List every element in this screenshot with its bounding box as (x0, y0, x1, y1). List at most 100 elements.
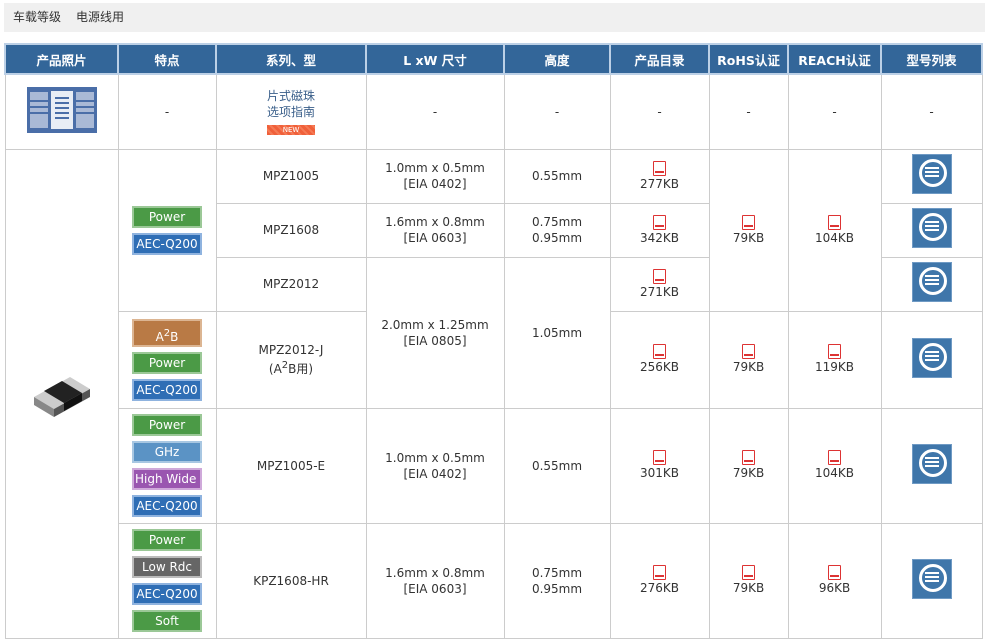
pdf-icon[interactable] (742, 214, 755, 230)
document-guide-icon[interactable] (26, 86, 97, 133)
file-size: 104KB (814, 466, 854, 480)
tag-ghz: GHz (132, 441, 202, 463)
dash: - (503, 73, 611, 150)
breadcrumb: 车载等级 电源线用 (4, 3, 985, 32)
pdf-icon[interactable] (828, 214, 841, 230)
lineup-cell[interactable] (880, 310, 983, 409)
size-value: 1.6mm x 0.8mm (385, 215, 485, 229)
pdf-icon[interactable] (653, 344, 666, 359)
lineup-search-icon[interactable] (911, 443, 952, 484)
lineup-search-icon[interactable] (911, 262, 952, 302)
eia-code: [EIA 0402] (403, 466, 467, 481)
pdf-icon[interactable] (828, 344, 841, 359)
pdf-icon[interactable] (653, 214, 666, 230)
pdf-icon[interactable] (828, 450, 841, 465)
product-photo (4, 148, 119, 639)
pdf-icon[interactable] (653, 565, 666, 580)
file-size: 119KB (814, 360, 854, 374)
table-row: - 片式磁珠 选项指南 NEW - - - - - - (4, 73, 983, 150)
breadcrumb-item[interactable]: 车载等级 (13, 10, 62, 24)
reach-link[interactable]: 104KB (787, 407, 882, 524)
header-features: 特点 (117, 43, 217, 75)
lineup-search-icon[interactable] (911, 337, 952, 378)
series-name[interactable]: MPZ1005-E (215, 407, 367, 524)
new-badge: NEW (267, 124, 315, 135)
catalog-link[interactable]: 276KB (609, 522, 710, 639)
file-size: 79KB (732, 581, 765, 595)
dash: - (880, 73, 983, 150)
breadcrumb-item[interactable]: 电源线用 (76, 10, 125, 24)
lineup-search-icon[interactable] (911, 154, 952, 194)
lineup-search-icon[interactable] (911, 208, 952, 248)
lineup-cell[interactable] (880, 148, 983, 204)
tag-power: Power (132, 529, 202, 551)
height-value: 1.05mm (503, 256, 611, 409)
size-value: 1.0mm x 0.5mm (385, 450, 485, 465)
pdf-icon[interactable] (828, 565, 841, 580)
series-name[interactable]: MPZ2012 (215, 256, 367, 312)
rohs-link[interactable]: 79KB (708, 148, 789, 312)
lineup-cell[interactable] (880, 202, 983, 258)
guide-line2[interactable]: 选项指南 (266, 104, 315, 119)
chip-bead-image (33, 376, 90, 417)
tag-high-wide-z: High Wide Z (132, 468, 202, 490)
lineup-cell[interactable] (880, 522, 983, 639)
pdf-icon[interactable] (653, 160, 666, 176)
tag-soft: Soft (132, 610, 202, 632)
table-row: Power AEC-Q200 MPZ1005 1.0mm x 0.5mm [EIA… (4, 148, 983, 639)
series-cell[interactable]: MPZ2012-J (A2B用) (215, 310, 367, 409)
selection-guide-link[interactable]: 片式磁珠 选项指南 NEW (215, 73, 367, 150)
catalog-link[interactable]: 256KB (609, 310, 710, 409)
table-header: 产品照片 特点 系列、型 L xW 尺寸 高度 产品目录 RoHS认证 REAC… (4, 43, 983, 75)
tag-aec-q200: AEC-Q200 (132, 583, 202, 605)
height-cell: 0.75mm 0.95mm (503, 522, 611, 639)
features-cell: Power AEC-Q200 (117, 148, 217, 312)
size-cell: 1.0mm x 0.5mm [EIA 0402] (365, 407, 505, 524)
height-value: 0.55mm (503, 148, 611, 204)
pdf-icon[interactable] (653, 268, 666, 284)
reach-link[interactable]: 119KB (787, 310, 882, 409)
guide-image-cell[interactable] (4, 73, 119, 150)
pdf-icon[interactable] (742, 450, 755, 465)
rohs-link[interactable]: 79KB (708, 522, 789, 639)
tag-power: Power (132, 414, 202, 436)
header-lineup: 型号列表 (880, 43, 983, 75)
features-cell: Power GHz High Wide Z AEC-Q200 (117, 407, 217, 524)
guide-line1[interactable]: 片式磁珠 (266, 88, 315, 103)
catalog-link[interactable]: 301KB (609, 407, 710, 524)
lineup-search-icon[interactable] (911, 558, 952, 599)
features-cell: A2B Power AEC-Q200 (117, 310, 217, 409)
lineup-cell[interactable] (880, 256, 983, 312)
catalog-link[interactable]: 277KB (609, 148, 710, 204)
pdf-icon[interactable] (742, 344, 755, 359)
series-name[interactable]: MPZ1608 (215, 202, 367, 258)
file-size: 342KB (639, 230, 679, 245)
pdf-icon[interactable] (653, 450, 666, 465)
reach-link[interactable]: 96KB (787, 522, 882, 639)
reach-link[interactable]: 104KB (787, 148, 882, 312)
height-value: 0.55mm (503, 407, 611, 524)
size-value: 1.6mm x 0.8mm (385, 565, 485, 580)
dash: - (365, 73, 505, 150)
file-size: 277KB (639, 176, 679, 191)
file-size: 256KB (639, 360, 679, 374)
size-cell: 1.0mm x 0.5mm [EIA 0402] (365, 148, 505, 204)
catalog-link[interactable]: 271KB (609, 256, 710, 312)
lineup-cell[interactable] (880, 407, 983, 524)
size-value: 1.0mm x 0.5mm (385, 161, 485, 175)
dash: - (787, 73, 882, 150)
series-name[interactable]: MPZ1005 (215, 148, 367, 204)
series-name[interactable]: MPZ2012-J (258, 343, 324, 357)
series-name[interactable]: KPZ1608-HR (215, 522, 367, 639)
eia-code: [EIA 0603] (403, 231, 467, 245)
header-size: L xW 尺寸 (365, 43, 505, 75)
rohs-link[interactable]: 79KB (708, 310, 789, 409)
table-row: Power Low Rdc AEC-Q200 Soft KPZ1608-HR 1… (5, 522, 983, 639)
catalog-link[interactable]: 342KB (609, 202, 710, 258)
pdf-icon[interactable] (742, 565, 755, 580)
size-cell: 2.0mm x 1.25mm [EIA 0805] (365, 256, 505, 409)
height-value: 0.95mm (531, 231, 583, 245)
rohs-link[interactable]: 79KB (708, 407, 789, 524)
header-series: 系列、型 (215, 43, 367, 75)
features-cell: Power Low Rdc AEC-Q200 Soft (117, 522, 217, 639)
